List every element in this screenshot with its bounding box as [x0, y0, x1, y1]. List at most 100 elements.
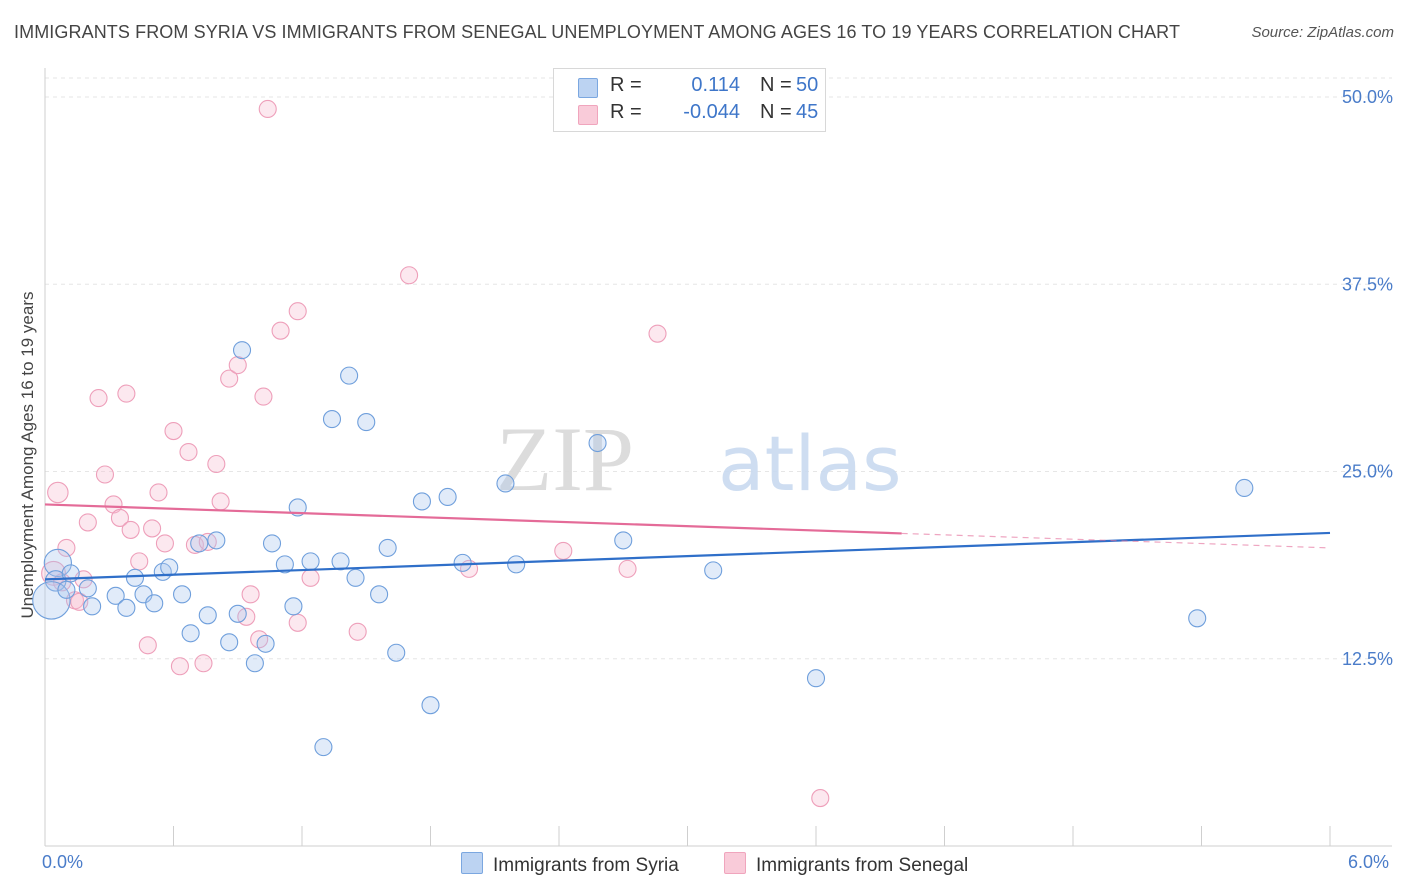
watermark: ZIP atlas — [496, 408, 902, 510]
syria-point — [284, 597, 303, 616]
y-tick-label: 37.5% — [1342, 274, 1393, 294]
senegal-point — [149, 483, 168, 502]
syria-point — [496, 474, 515, 493]
senegal-point — [618, 559, 637, 578]
syria-point — [207, 531, 226, 550]
syria-point — [378, 538, 397, 557]
senegal-point — [254, 387, 273, 406]
senegal-point — [288, 613, 307, 632]
senegal-point — [228, 356, 247, 375]
senegal-point — [194, 654, 213, 673]
syria-point — [32, 581, 71, 620]
n-value: 50 — [796, 74, 819, 96]
legend-swatch-syria — [461, 852, 483, 874]
syria-point — [220, 633, 239, 652]
n-label: N = — [760, 74, 792, 96]
syria-point — [125, 568, 144, 587]
syria-point — [262, 534, 282, 553]
syria-point — [57, 580, 76, 599]
syria-point — [322, 410, 342, 429]
y-tick-labels: 12.5% 25.0% 37.5% 50.0% — [1342, 87, 1393, 669]
syria-point — [614, 531, 633, 550]
n-label: N = — [760, 101, 792, 123]
series-syria-points — [32, 341, 1254, 757]
senegal-point — [78, 513, 97, 532]
syria-point — [275, 555, 294, 574]
y-tick-label: 12.5% — [1342, 649, 1393, 669]
r-label: R = — [610, 74, 642, 96]
senegal-point — [207, 454, 226, 474]
watermark-zip: ZIP — [496, 408, 634, 510]
senegal-point — [288, 302, 307, 321]
senegal-point — [220, 369, 239, 388]
syria-point — [806, 669, 826, 688]
senegal-point — [117, 384, 136, 403]
stats-legend: R = 0.114 N = 50 R = -0.044 N = 45 — [553, 68, 826, 132]
senegal-point — [89, 389, 108, 408]
source-label: Source: ZipAtlas.com — [1251, 24, 1394, 41]
senegal-point — [121, 520, 140, 539]
syria-point — [145, 594, 164, 613]
syria-point — [117, 598, 136, 617]
syria-point — [507, 555, 526, 574]
syria-point — [288, 498, 307, 517]
senegal-point — [130, 552, 149, 571]
syria-point — [78, 579, 97, 598]
senegal-swatch — [578, 105, 598, 125]
syria-point — [704, 561, 723, 580]
senegal-point — [110, 508, 130, 527]
senegal-point — [138, 636, 157, 655]
senegal-point — [554, 541, 573, 560]
senegal-point — [164, 422, 183, 441]
senegal-point — [348, 622, 367, 641]
syria-point — [228, 604, 247, 623]
senegal-point — [57, 538, 76, 557]
syria-point — [43, 548, 73, 578]
syria-point — [106, 586, 125, 605]
syria-point — [357, 413, 376, 432]
senegal-point — [811, 789, 830, 808]
senegal-point — [143, 519, 162, 538]
trend-line-senegal-extension — [901, 532, 1331, 549]
syria-point — [190, 534, 209, 553]
legend-item-senegal[interactable]: Immigrants from Senegal — [724, 852, 968, 877]
syria-point — [83, 597, 102, 616]
senegal-point — [95, 465, 115, 484]
syria-point — [387, 643, 406, 662]
legend-item-syria[interactable]: Immigrants from Syria — [461, 852, 679, 877]
syria-point — [421, 696, 440, 715]
senegal-point — [179, 442, 198, 462]
r-value: 0.114 — [691, 74, 740, 96]
senegal-point — [301, 568, 320, 587]
syria-point — [301, 552, 320, 571]
senegal-point — [211, 492, 230, 511]
syria-point — [588, 433, 607, 453]
senegal-point — [47, 481, 69, 504]
syria-point — [438, 487, 457, 507]
r-label: R = — [610, 101, 642, 123]
syria-point — [173, 585, 192, 604]
y-tick-label: 25.0% — [1342, 462, 1393, 482]
senegal-point — [258, 99, 277, 119]
syria-point — [453, 553, 472, 572]
axes — [44, 68, 1392, 847]
legend-swatch-senegal — [724, 852, 746, 874]
trend-lines — [44, 503, 1331, 581]
senegal-point — [648, 324, 667, 343]
senegal-point — [400, 266, 419, 285]
syria-point — [331, 552, 350, 571]
syria-point — [314, 738, 333, 757]
trend-line-senegal — [44, 503, 902, 535]
legend-label-senegal: Immigrants from Senegal — [756, 855, 969, 876]
watermark-atlas: atlas — [718, 419, 902, 508]
chart-title: IMMIGRANTS FROM SYRIA VS IMMIGRANTS FROM… — [14, 22, 1181, 42]
syria-point — [1235, 478, 1254, 498]
syria-point — [412, 492, 431, 511]
syria-point — [256, 634, 275, 653]
n-value: 45 — [796, 101, 819, 123]
syria-point — [181, 624, 200, 643]
y-tick-label: 50.0% — [1342, 87, 1393, 107]
senegal-point — [170, 657, 189, 676]
x-tick-label-left: 0.0% — [42, 852, 84, 872]
